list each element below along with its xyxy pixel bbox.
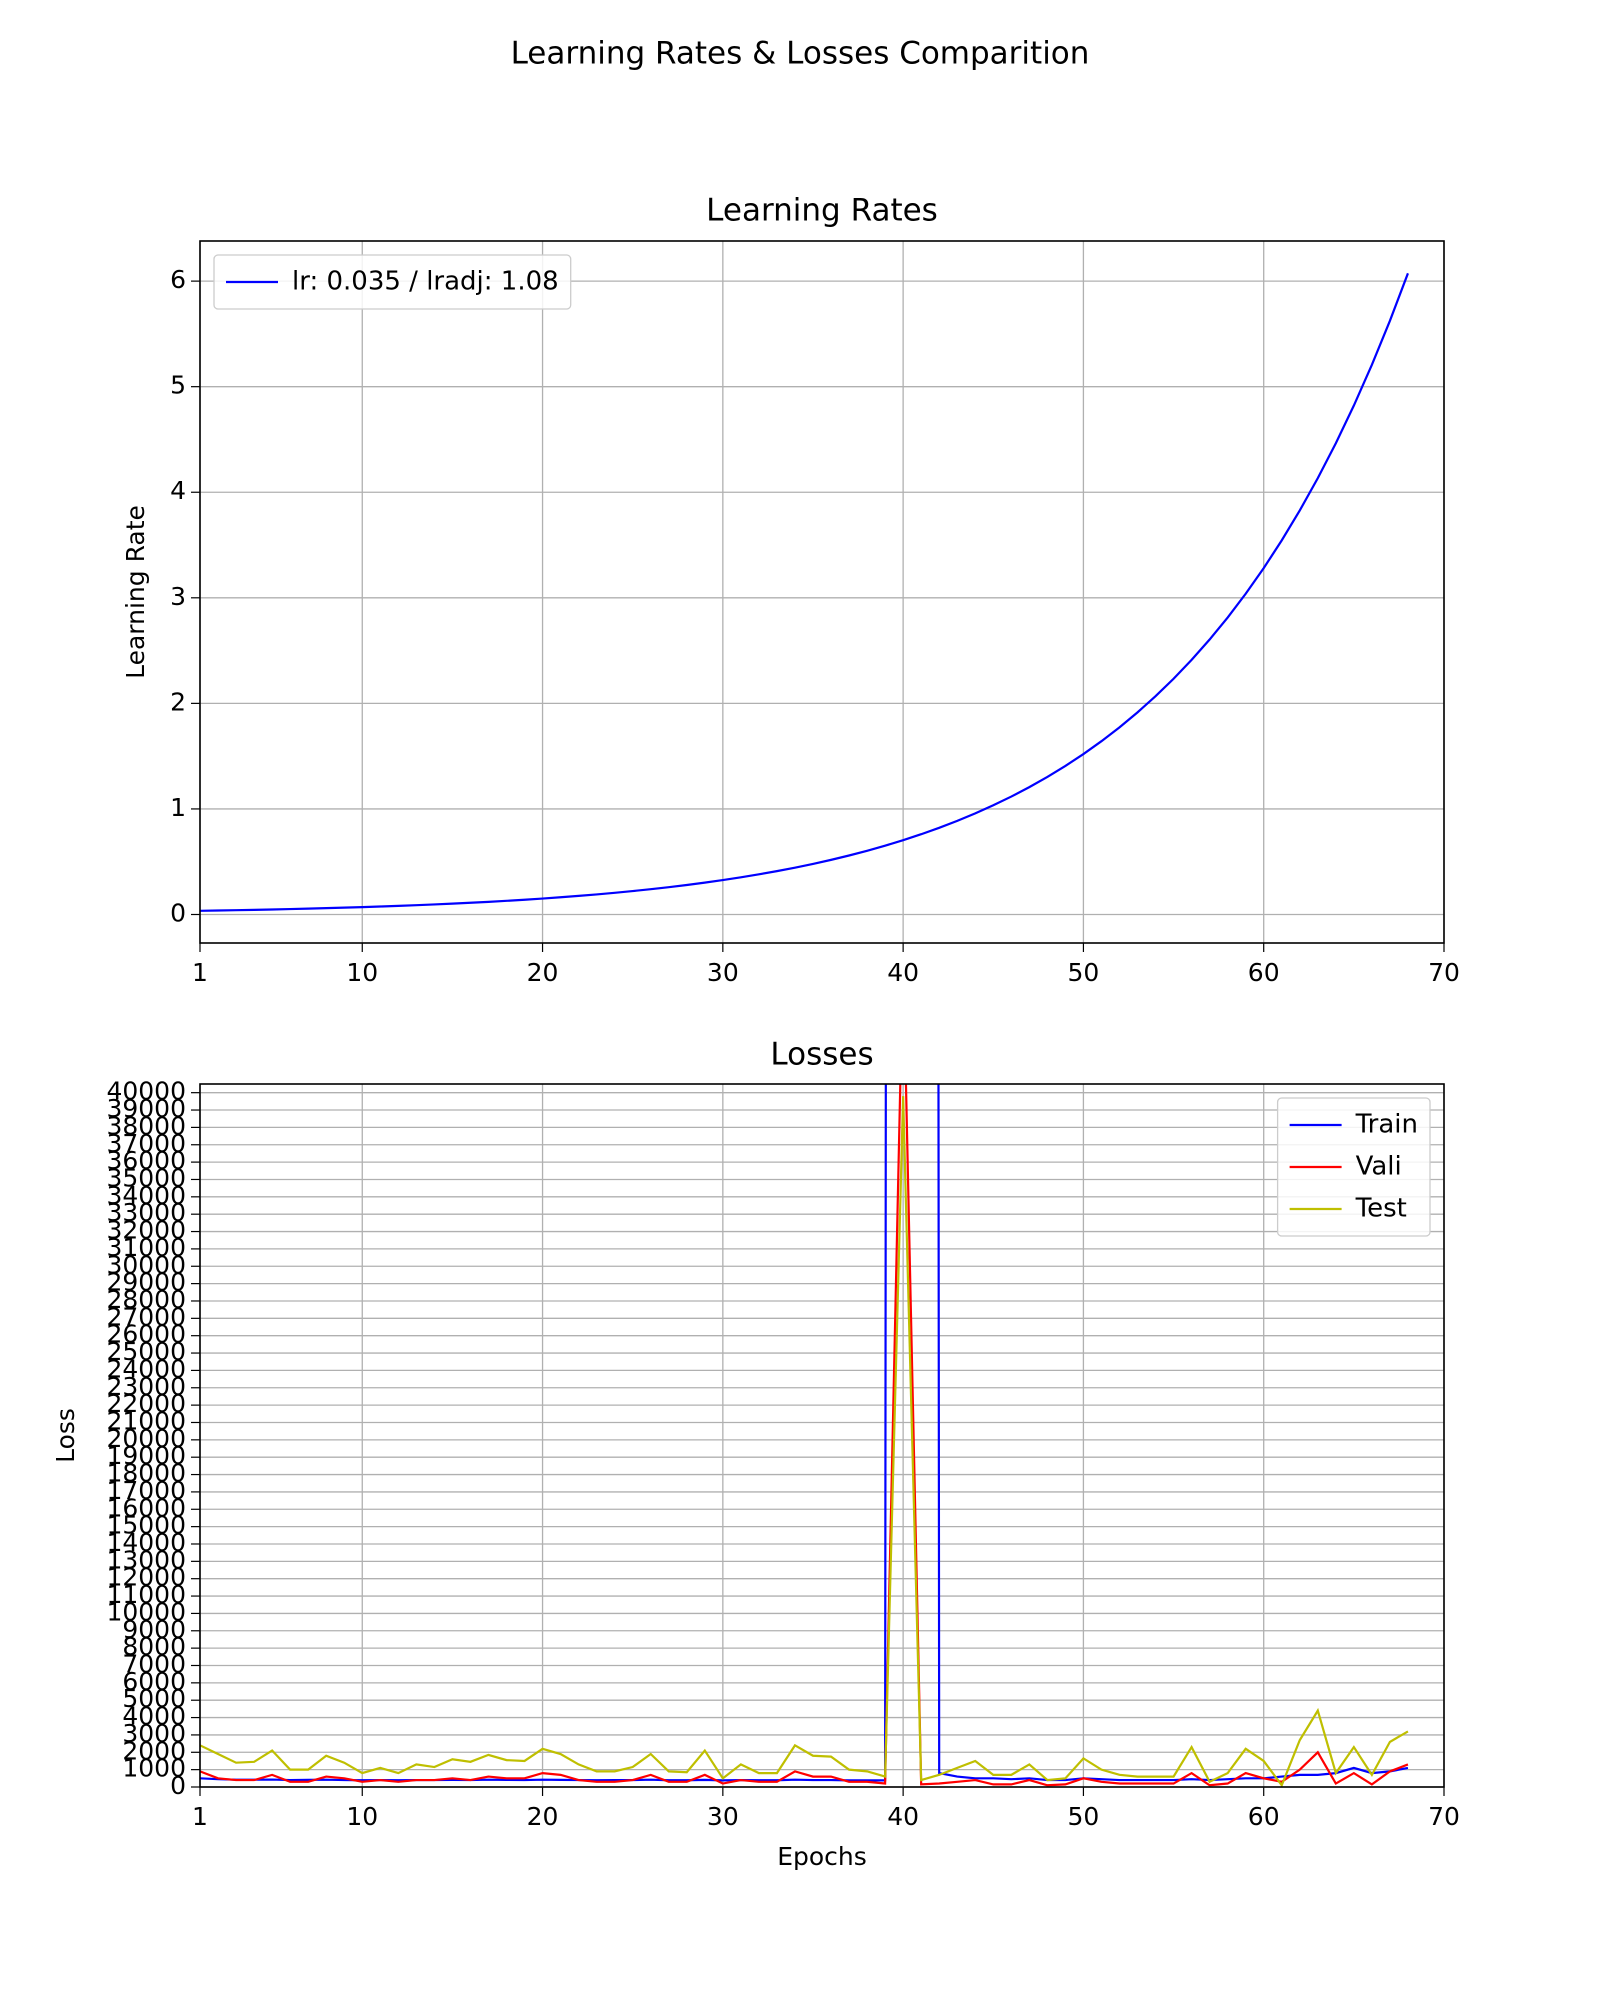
chart-title: Learning Rates (706, 193, 938, 229)
y-tick-label: 28000 (106, 1285, 186, 1314)
y-tick-label: 2 (170, 687, 186, 716)
legend-box (213, 254, 572, 310)
y-tick-label: 14000 (106, 1528, 186, 1557)
y-tick-label: 35000 (106, 1163, 186, 1192)
y-tick-label: 32000 (106, 1216, 186, 1245)
legend: Train Vali Test (1276, 1097, 1431, 1237)
y-tick-label: 1 (170, 793, 186, 822)
y-tick-label: 7000 (122, 1649, 186, 1678)
x-tick-label: 10 (346, 958, 378, 987)
y-tick-label: 5000 (122, 1684, 186, 1713)
y-tick-label: 27000 (106, 1302, 186, 1331)
y-tick-label: 1000 (122, 1754, 186, 1783)
x-tick-label: 20 (527, 958, 559, 987)
x-tick-label: 70 (1428, 958, 1460, 987)
x-tick-label: 60 (1248, 1802, 1280, 1831)
y-tick-label: 16000 (106, 1493, 186, 1522)
x-tick-label: 70 (1428, 1802, 1460, 1831)
x-tick-label: 50 (1068, 958, 1100, 987)
y-tick-label: 6 (170, 265, 186, 294)
y-tick-label: 3000 (122, 1719, 186, 1748)
y-axis-label: Loss (51, 1408, 80, 1463)
y-tick-label: 13000 (106, 1545, 186, 1574)
y-tick-label: 24000 (106, 1354, 186, 1383)
series-line (200, 1096, 1409, 1787)
y-tick-label: 23000 (106, 1372, 186, 1401)
x-tick-label: 30 (707, 958, 739, 987)
y-tick-label: 0 (170, 898, 186, 927)
x-tick-label: 60 (1248, 958, 1280, 987)
legend-label: Train (1355, 1110, 1418, 1140)
y-axis-label: Learning Rate (121, 505, 150, 679)
y-tick-label: 18000 (106, 1459, 186, 1488)
x-tick-label: 1 (192, 1802, 208, 1831)
x-axis-label: Epochs (777, 1842, 867, 1871)
y-tick-label: 17000 (106, 1476, 186, 1505)
x-tick-label: 20 (527, 1802, 559, 1831)
y-tick-label: 25000 (106, 1337, 186, 1366)
y-tick-label: 11000 (106, 1580, 186, 1609)
y-tick-label: 30000 (106, 1250, 186, 1279)
y-tick-label: 20000 (106, 1424, 186, 1453)
series-line (200, 1084, 1409, 1787)
legend-label: Test (1355, 1194, 1407, 1224)
x-tick-label: 1 (192, 958, 208, 987)
y-tick-label: 21000 (106, 1406, 186, 1435)
y-tick-label: 29000 (106, 1268, 186, 1297)
y-tick-label: 4 (170, 476, 186, 505)
y-tick-label: 22000 (106, 1389, 186, 1418)
y-tick-label: 10000 (106, 1597, 186, 1626)
y-tick-label: 19000 (106, 1441, 186, 1470)
axes-frame (199, 1083, 1445, 1788)
legend-box (1276, 1097, 1431, 1237)
series-line (200, 1084, 1409, 1782)
y-tick-label: 40000 (106, 1077, 186, 1106)
y-tick-label: 38000 (106, 1111, 186, 1140)
y-tick-label: 12000 (106, 1563, 186, 1592)
y-tick-label: 39000 (106, 1094, 186, 1123)
series-line (200, 272, 1409, 912)
x-tick-label: 40 (887, 958, 919, 987)
y-tick-label: 0 (170, 1771, 186, 1800)
y-tick-label: 8000 (122, 1632, 186, 1661)
legend: lr: 0.035 / lradj: 1.08 (213, 254, 572, 310)
x-tick-label: 50 (1068, 1802, 1100, 1831)
y-tick-label: 15000 (106, 1511, 186, 1540)
y-tick-label: 37000 (106, 1129, 186, 1158)
chart-title: Losses (770, 1037, 873, 1073)
y-tick-label: 2000 (122, 1736, 186, 1765)
legend-label: Vali (1356, 1152, 1402, 1182)
figure-title: Learning Rates & Losses Comparition (511, 36, 1090, 72)
x-tick-label: 10 (346, 1802, 378, 1831)
x-tick-label: 30 (707, 1802, 739, 1831)
y-tick-label: 9000 (122, 1615, 186, 1644)
legend-label: lr: 0.035 / lradj: 1.08 (292, 267, 559, 297)
y-tick-label: 34000 (106, 1181, 186, 1210)
y-tick-label: 26000 (106, 1320, 186, 1349)
y-tick-label: 6000 (122, 1667, 186, 1696)
y-tick-label: 33000 (106, 1198, 186, 1227)
y-tick-label: 36000 (106, 1146, 186, 1175)
y-tick-label: 3 (170, 582, 186, 611)
axes-frame (199, 240, 1445, 944)
y-tick-label: 4000 (122, 1702, 186, 1731)
x-tick-label: 40 (887, 1802, 919, 1831)
y-tick-label: 5 (170, 371, 186, 400)
y-tick-label: 31000 (106, 1233, 186, 1262)
